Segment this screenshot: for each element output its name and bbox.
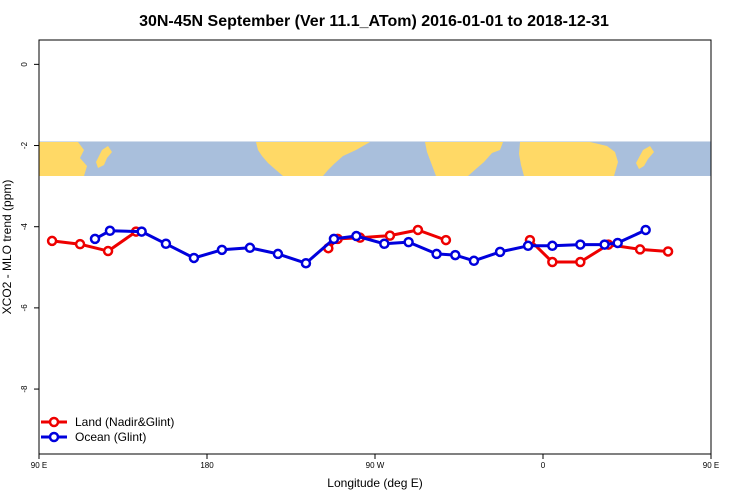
- x-tick-label: 90 W: [366, 461, 385, 470]
- y-tick-label: -6: [20, 304, 29, 312]
- land-data-point: [575, 256, 586, 268]
- ocean-data-point: [494, 246, 506, 258]
- legend-ocean-label: Ocean (Glint): [75, 430, 146, 444]
- x-tick-label: 180: [200, 461, 214, 470]
- land-series-line: [51, 230, 137, 253]
- ocean-data-point: [379, 238, 390, 250]
- ocean-data-point: [468, 255, 480, 267]
- ocean-data-point: [612, 237, 623, 249]
- land-data-point: [720, 231, 728, 239]
- x-tick-label: 90 E: [31, 461, 47, 470]
- ocean-data-point: [403, 236, 414, 248]
- ocean-data-point: [188, 252, 200, 264]
- map-land-east-asia: [39, 142, 87, 176]
- ocean-data-point: [575, 239, 586, 250]
- land-data-point: [662, 246, 674, 257]
- ocean-data-point: [136, 226, 147, 237]
- y-axis: 0 -2 -4 -6 -8: [20, 62, 39, 393]
- x-tick-label: 90 E: [703, 461, 719, 470]
- legend: Land (Nadir&Glint) Ocean (Glint): [41, 415, 174, 444]
- ocean-data-point: [272, 248, 284, 260]
- map-land-europe-africa: [425, 142, 503, 176]
- land-data-point: [412, 224, 424, 236]
- map-land-japan: [96, 146, 112, 168]
- ocean-data-point: [300, 257, 312, 269]
- ocean-data-point: [640, 224, 651, 236]
- ocean-data-point: [522, 240, 534, 252]
- ocean-data-point: [328, 233, 340, 245]
- land-data-point: [547, 256, 558, 268]
- legend-land-label: Land (Nadir&Glint): [75, 415, 174, 429]
- ocean-data-point: [351, 230, 362, 242]
- y-tick-label: -8: [20, 385, 29, 393]
- x-axis-label: Longitude (deg E): [327, 476, 422, 490]
- y-tick-label: -2: [20, 141, 29, 149]
- chart-title: 30N-45N September (Ver 11.1_ATom) 2016-0…: [139, 13, 609, 30]
- ocean-data-point: [450, 249, 461, 261]
- legend-land-marker: [48, 416, 60, 428]
- ocean-data-point: [216, 244, 228, 256]
- ocean-data-point: [599, 239, 610, 250]
- ocean-data-point: [244, 242, 256, 254]
- land-data-point: [74, 238, 86, 250]
- ocean-series-line: [94, 228, 647, 265]
- series-layer: [46, 224, 750, 269]
- world-map-band: [39, 141, 711, 176]
- ocean-data-point: [160, 238, 172, 250]
- ocean-data-point: [89, 233, 101, 245]
- map-land-japan-east: [636, 146, 654, 169]
- y-axis-label: XCO2 - MLO trend (ppm): [0, 180, 14, 315]
- land-data-point: [384, 230, 396, 241]
- land-data-point: [102, 245, 114, 257]
- land-data-point: [440, 234, 452, 246]
- land-data-point: [634, 244, 646, 255]
- map-land-north-america: [256, 142, 370, 176]
- x-tick-label: 0: [541, 461, 546, 470]
- map-land-asia: [519, 142, 618, 176]
- ocean-data-point: [547, 240, 558, 252]
- ocean-data-point: [104, 225, 116, 237]
- ocean-data-point: [431, 248, 442, 260]
- land-series-line: [724, 232, 750, 252]
- x-axis: 90 E 180 90 W 0 90 E: [31, 454, 719, 470]
- legend-ocean-marker: [48, 431, 60, 443]
- land-data-point: [46, 235, 58, 247]
- y-tick-label: -4: [20, 223, 29, 231]
- y-tick-label: 0: [20, 62, 29, 67]
